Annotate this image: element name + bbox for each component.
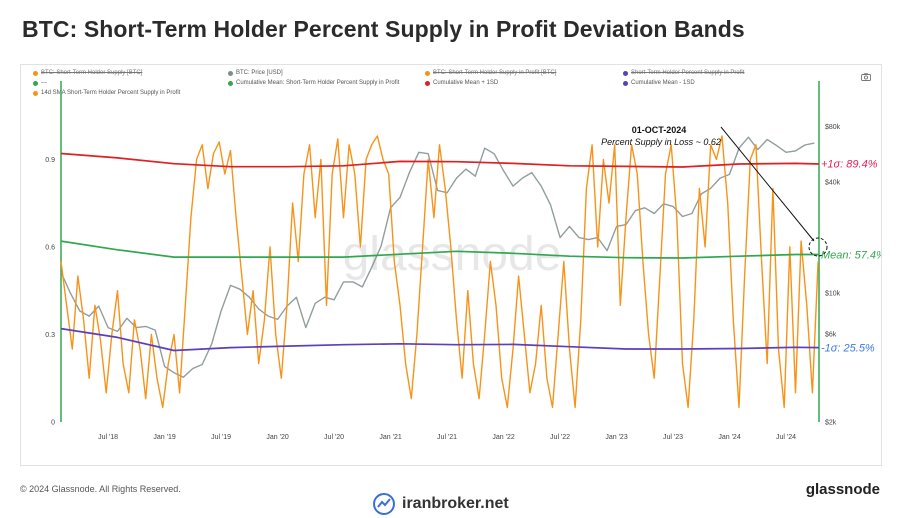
broker-watermark: iranbroker.net (372, 492, 509, 516)
legend-swatch (228, 70, 233, 76)
legend-item[interactable]: BTC: Short-Term Holder Supply in Profit … (425, 70, 556, 76)
legend-item[interactable]: Cumulative Mean: Short-Term Holder Perce… (228, 80, 399, 86)
camera-icon[interactable] (861, 73, 871, 81)
legend-swatch (228, 80, 233, 86)
legend-label: Cumulative Mean - 1SD (631, 80, 695, 86)
upper-band-label: +1σ: 89.4% (821, 159, 878, 171)
page-title: BTC: Short-Term Holder Percent Supply in… (22, 16, 745, 42)
broker-name: iranbroker.net (402, 495, 509, 512)
y-left-tick-label: 0 (51, 420, 55, 427)
legend-item[interactable]: BTC: Price [USD] (228, 70, 283, 76)
x-tick-label: Jan '21 (379, 434, 401, 441)
series-line (60, 240, 819, 259)
chart-plot-area: glassnode00.30.60.9$2k$6k$10k$40k$80kJul… (45, 81, 881, 441)
y-right-tick-label: $80k (825, 124, 841, 131)
legend-swatch (425, 70, 430, 76)
legend-swatch (623, 70, 628, 76)
legend-item[interactable]: Cumulative Mean - 1SD (623, 80, 695, 86)
x-tick-label: Jan '20 (266, 434, 288, 441)
legend-label: BTC: Short-Term Holder Supply in Profit … (433, 70, 557, 76)
annotation-marker (808, 237, 828, 257)
legend-label: Short-Term Holder Percent Supply in Prof… (631, 70, 745, 76)
broker-logo-icon (373, 493, 395, 515)
lower-band-label: -1σ: 25.5% (821, 343, 875, 355)
y-right-tick-label: $2k (825, 420, 837, 427)
annotation-date: 01-OCT-2024 (632, 125, 687, 135)
series-line (60, 136, 815, 378)
x-tick-label: Jan '24 (718, 434, 740, 441)
legend-item[interactable]: 14d SMA Short-Term Holder Percent Supply… (33, 90, 180, 96)
y-right-tick-label: $40k (825, 180, 841, 187)
x-tick-label: Jul '20 (324, 434, 344, 441)
series-line (60, 327, 820, 352)
brand-logo: glassnode (805, 481, 880, 498)
y-right-tick-label: $10k (825, 291, 841, 298)
y-right-tick-label: $6k (825, 331, 837, 338)
legend-item[interactable]: Cumulative Mean + 1SD (425, 80, 498, 86)
copyright-text: © 2024 Glassnode. All Rights Reserved. (20, 484, 181, 494)
mean-band-label: Mean: 57.4% (821, 249, 881, 261)
legend-item[interactable]: --- (33, 80, 47, 86)
legend-swatch (33, 90, 38, 96)
legend-item[interactable]: BTC: Short-Term Holder Supply [BTC] (33, 70, 142, 76)
y-left-tick-label: 0.3 (45, 332, 55, 339)
x-tick-label: Jul '24 (776, 434, 796, 441)
legend-label: 14d SMA Short-Term Holder Percent Supply… (41, 90, 181, 96)
x-tick-label: Jul '18 (98, 434, 118, 441)
legend-item[interactable]: Short-Term Holder Percent Supply in Prof… (623, 70, 744, 76)
legend-swatch (33, 80, 38, 86)
y-left-tick-label: 0.6 (45, 244, 55, 251)
x-tick-label: Jul '21 (437, 434, 457, 441)
annotation-leader (720, 126, 815, 242)
y-left-tick-label: 0.9 (45, 157, 55, 164)
x-tick-label: Jan '19 (153, 434, 175, 441)
legend-label: --- (41, 80, 47, 86)
legend-swatch (33, 70, 38, 76)
x-tick-label: Jul '19 (211, 434, 231, 441)
chart-card: BTC: Short-Term Holder Supply [BTC] BTC: … (20, 64, 882, 466)
annotation-text: Percent Supply in Loss ~ 0.62 (601, 137, 721, 147)
legend-swatch (623, 80, 628, 86)
x-tick-label: Jul '23 (663, 434, 683, 441)
legend-label: Cumulative Mean: Short-Term Holder Perce… (236, 80, 400, 86)
x-tick-label: Jul '22 (550, 434, 570, 441)
legend-label: BTC: Short-Term Holder Supply [BTC] (41, 70, 143, 76)
legend-label: Cumulative Mean + 1SD (433, 80, 499, 86)
legend-swatch (425, 80, 430, 86)
legend-label: BTC: Price [USD] (236, 70, 283, 76)
x-tick-label: Jan '22 (492, 434, 514, 441)
x-tick-label: Jan '23 (605, 434, 627, 441)
series-line (60, 152, 820, 168)
